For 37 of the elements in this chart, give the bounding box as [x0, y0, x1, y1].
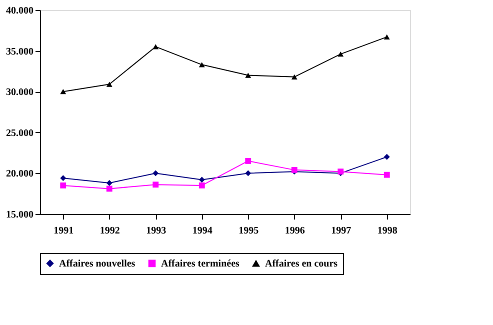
point [384, 172, 390, 178]
x-tick-label: 1998 [377, 226, 398, 236]
y-tick-label: 40.000 [6, 6, 34, 16]
point [60, 175, 66, 182]
y-tick-label: 20.000 [6, 168, 34, 180]
point [152, 44, 159, 50]
point [245, 170, 252, 176]
point [106, 186, 112, 192]
legend-label: Affaires en cours [265, 258, 338, 270]
x-tick-label: 1991 [54, 226, 74, 236]
point [152, 170, 159, 176]
x-tick-label: 1992 [100, 226, 120, 236]
point [245, 72, 252, 78]
x-tick-label: 1993 [146, 226, 166, 236]
x-tick-label: 1997 [331, 226, 352, 236]
point [384, 34, 390, 40]
x-tick-label: 1994 [192, 226, 212, 236]
legend-label: Affaires terminées [161, 258, 240, 270]
y-tick-label: 25.000 [6, 128, 34, 139]
point [338, 52, 344, 57]
y-tick-label: 15.000 [6, 210, 34, 220]
x-tick-label: 1996 [284, 226, 305, 236]
point [152, 182, 159, 188]
point [106, 180, 112, 186]
legend-label: Affaires nouvelles [59, 258, 136, 270]
y-tick-label: 30.000 [6, 87, 34, 98]
point [384, 154, 390, 160]
point [198, 176, 205, 183]
point [291, 74, 298, 80]
y-tick-label: 35.000 [6, 46, 34, 58]
point [198, 62, 205, 68]
point [106, 82, 112, 87]
point [60, 89, 66, 94]
point [245, 158, 252, 164]
point [198, 182, 205, 188]
point [60, 182, 66, 188]
x-tick-label: 1995 [238, 226, 259, 236]
